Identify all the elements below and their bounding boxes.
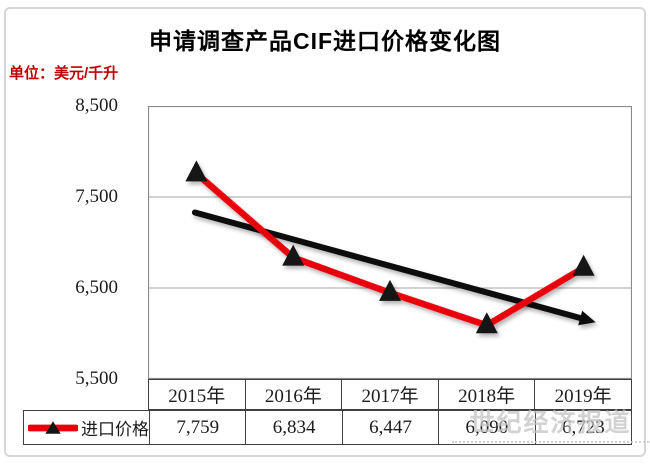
price-value-cell: 6,834	[245, 411, 341, 444]
legend-cell: 进口价格	[24, 411, 149, 444]
unit-label: 单位：美元/千升	[9, 65, 119, 82]
chart-title: 申请调查产品CIF进口价格变化图	[148, 28, 502, 54]
table-value-row: 进口价格 7,759 6,834 6,447 6,090 6,723	[23, 410, 632, 445]
legend-row-label: 进口价格	[81, 420, 149, 439]
price-value-cell: 6,090	[438, 411, 534, 444]
price-value-cell: 6,447	[341, 411, 438, 444]
series-import-price	[185, 160, 595, 334]
legend-marker-icon	[28, 421, 78, 434]
table-header-row: 2015年 2016年 2017年 2018年 2019年	[148, 379, 632, 410]
year-header-cell: 2015年	[168, 386, 226, 407]
legend-triangle-icon	[45, 421, 61, 434]
y-tick-label: 7,500	[75, 186, 118, 207]
triangle-marker-icon	[282, 244, 305, 266]
trend-arrow	[191, 209, 596, 326]
trend-arrowhead-icon	[578, 310, 596, 326]
y-tick-label: 5,500	[75, 368, 118, 389]
y-axis: 8,500 7,500 6,500 5,500	[0, 0, 118, 465]
year-header-cell: 2017年	[341, 380, 438, 409]
year-header-cell: 2018年	[437, 380, 535, 409]
triangle-marker-icon	[379, 279, 401, 301]
year-header-cell: 2016年	[244, 380, 342, 409]
year-header-cell: 2019年	[534, 380, 631, 409]
y-tick-label: 6,500	[75, 277, 118, 298]
triangle-marker-icon	[475, 312, 498, 334]
plot-area	[148, 106, 632, 379]
price-value-cell: 7,759	[149, 411, 245, 444]
triangle-marker-icon	[185, 160, 208, 182]
y-tick-label: 8,500	[75, 95, 118, 116]
series-line	[193, 170, 587, 329]
triangle-marker-icon	[572, 254, 595, 276]
price-value-cell: 6,723	[534, 411, 631, 444]
plot-border	[148, 106, 632, 379]
